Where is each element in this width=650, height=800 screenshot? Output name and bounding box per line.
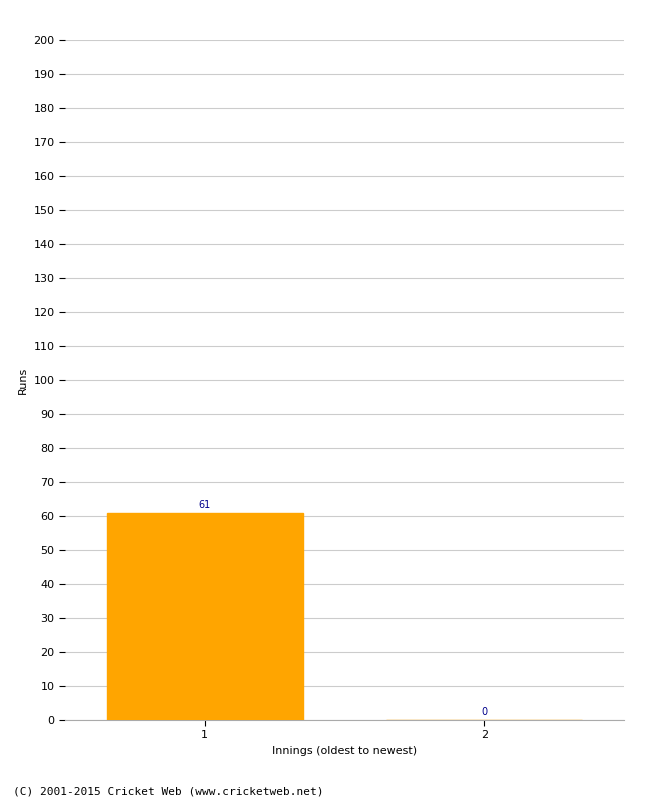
Text: 0: 0	[481, 707, 488, 718]
Text: 61: 61	[199, 500, 211, 510]
Text: (C) 2001-2015 Cricket Web (www.cricketweb.net): (C) 2001-2015 Cricket Web (www.cricketwe…	[13, 786, 324, 796]
X-axis label: Innings (oldest to newest): Innings (oldest to newest)	[272, 746, 417, 756]
Y-axis label: Runs: Runs	[18, 366, 28, 394]
Bar	[107, 513, 303, 720]
